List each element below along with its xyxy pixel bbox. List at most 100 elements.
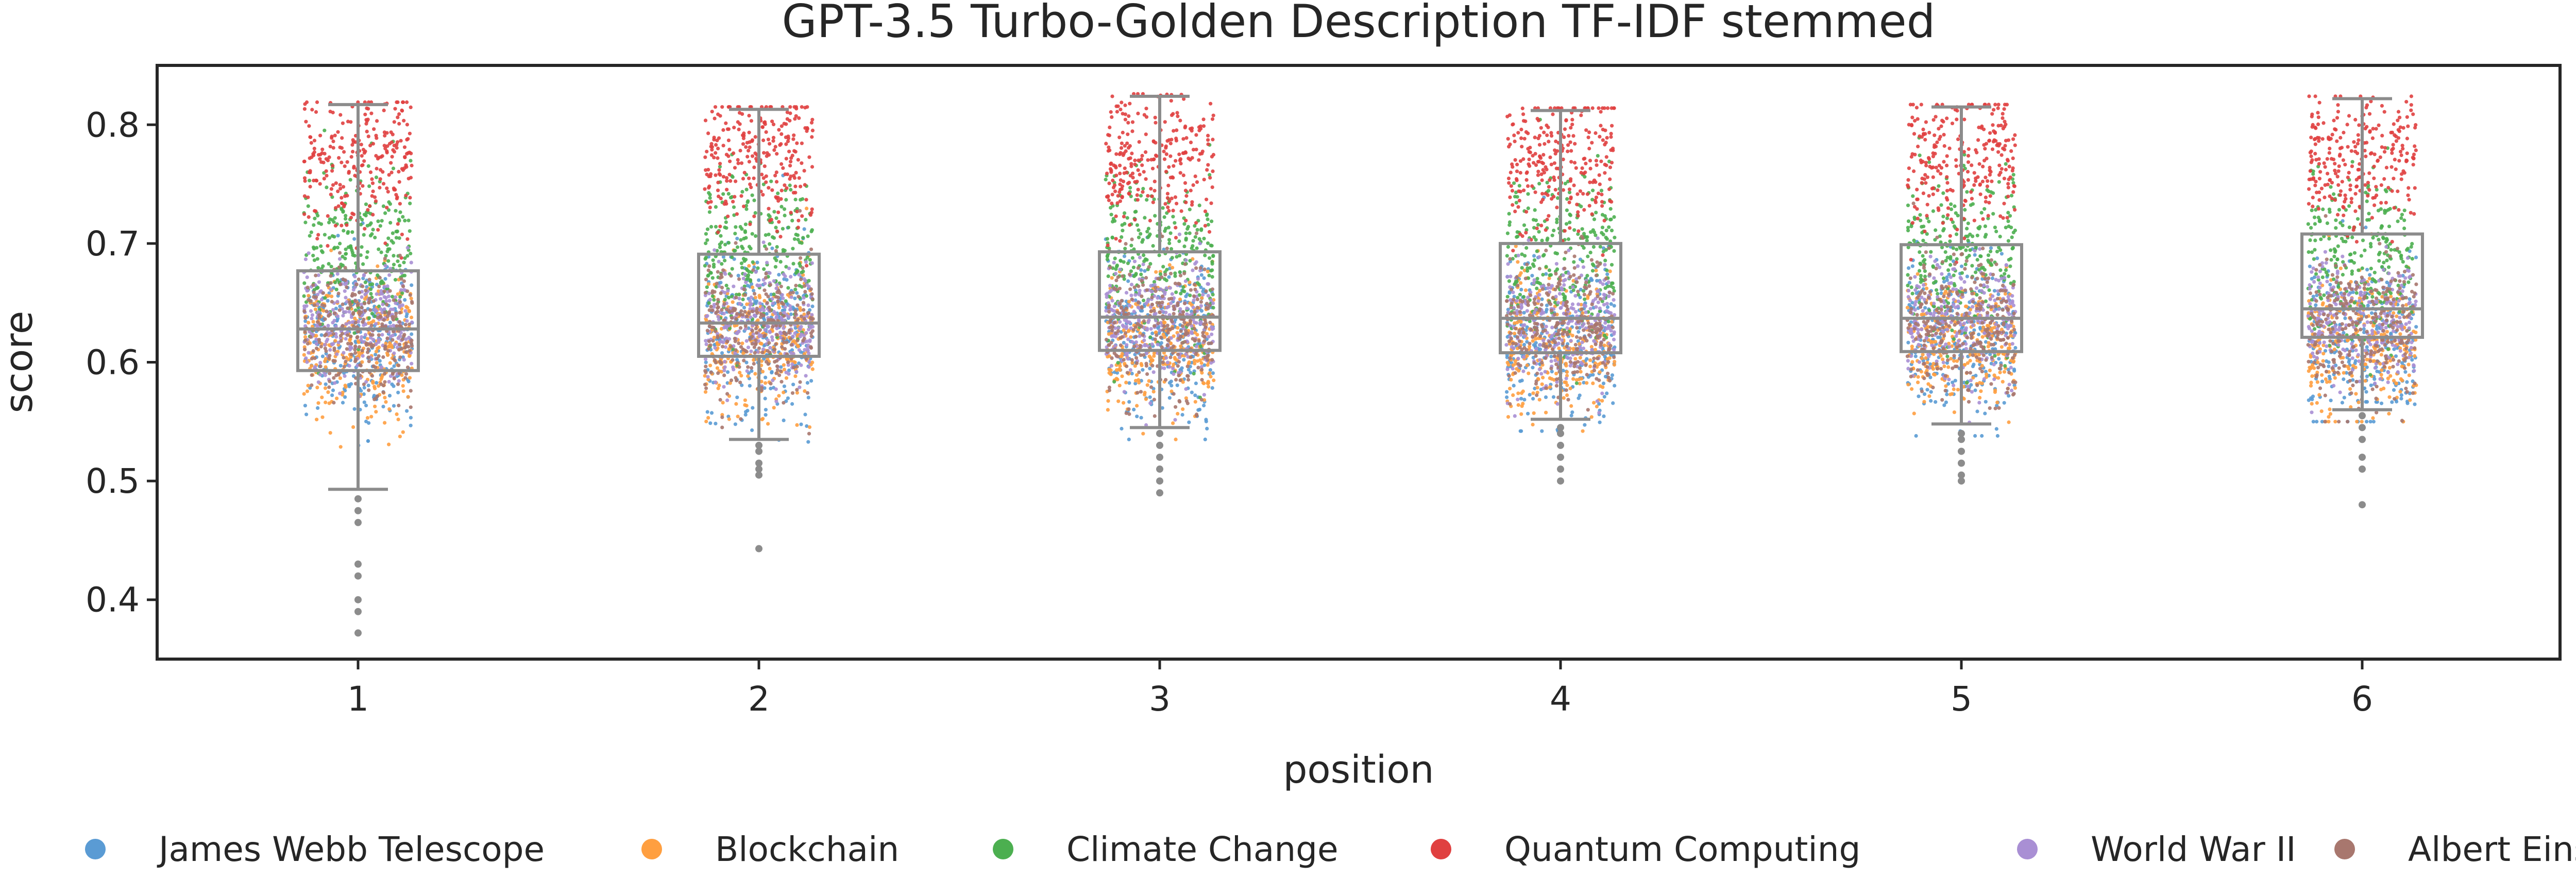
strip-point [810, 117, 815, 122]
strip-point [753, 351, 757, 355]
strip-point [1540, 297, 1544, 301]
strip-point [709, 411, 714, 415]
strip-point [1173, 281, 1177, 286]
strip-point [1176, 411, 1180, 416]
strip-point [1127, 312, 1131, 316]
strip-point [729, 274, 733, 278]
strip-point [1194, 133, 1198, 137]
strip-point [1123, 112, 1127, 116]
strip-point [1106, 149, 1110, 153]
strip-point [725, 179, 729, 183]
strip-point [772, 292, 776, 297]
strip-point [1570, 410, 1574, 415]
strip-point [1151, 200, 1155, 204]
strip-point [1134, 272, 1138, 276]
strip-point [706, 416, 710, 420]
strip-point [1169, 99, 1173, 103]
strip-point [343, 374, 347, 378]
strip-point [764, 375, 768, 379]
strip-point [753, 135, 757, 139]
strip-point [777, 220, 781, 224]
strip-point [1160, 275, 1164, 280]
strip-point [741, 256, 745, 261]
strip-point [398, 305, 402, 309]
strip-point [804, 331, 808, 335]
strip-point [767, 232, 771, 236]
strip-point [1195, 297, 1199, 302]
strip-point [1122, 215, 1126, 219]
strip-point [718, 162, 722, 166]
strip-point [756, 266, 760, 270]
strip-point [715, 366, 719, 370]
strip-point [785, 357, 789, 361]
strip-point [364, 288, 368, 292]
strip-point [405, 312, 409, 316]
strip-point [1112, 261, 1116, 265]
strip-point [723, 225, 727, 230]
strip-point [340, 160, 344, 165]
strip-point [361, 354, 365, 358]
strip-point [395, 100, 399, 105]
strip-point [312, 258, 317, 262]
strip-point [748, 145, 752, 149]
strip-point [363, 308, 367, 313]
strip-point [706, 131, 710, 135]
strip-point [707, 186, 711, 190]
strip-point [798, 284, 802, 288]
strip-point [388, 202, 393, 206]
strip-point [770, 335, 774, 339]
strip-point [1150, 194, 1154, 198]
strip-point [1154, 285, 1158, 289]
strip-point [793, 312, 798, 316]
strip-point [744, 187, 749, 192]
strip-point [307, 124, 311, 128]
strip-point [783, 183, 787, 187]
strip-point [396, 382, 400, 386]
strip-point [342, 356, 346, 360]
strip-point [736, 415, 740, 419]
strip-point [1134, 340, 1138, 344]
strip-point [805, 105, 809, 109]
strip-point [361, 340, 366, 344]
strip-point [1128, 186, 1132, 190]
strip-point [405, 289, 410, 294]
strip-point [409, 261, 413, 265]
strip-point [779, 188, 784, 193]
strip-point [1188, 208, 1192, 212]
strip-point [787, 315, 791, 319]
strip-point [801, 236, 805, 240]
strip-point [1109, 170, 1113, 174]
strip-point [393, 107, 397, 111]
strip-point [365, 337, 369, 341]
strip-point [783, 305, 787, 309]
strip-point [1212, 378, 1216, 383]
strip-point [706, 268, 710, 272]
strip-point [336, 234, 340, 238]
strip-point [1164, 144, 1168, 148]
strip-point [779, 365, 783, 369]
strip-point [754, 331, 758, 335]
strip-point [404, 341, 408, 346]
strip-point [1160, 345, 1164, 349]
strip-point [704, 365, 708, 369]
strip-point [342, 351, 346, 355]
strip-point [1202, 363, 1207, 367]
strip-point [790, 391, 795, 395]
strip-point [311, 283, 315, 287]
strip-point [743, 398, 747, 402]
strip-point [1210, 154, 1214, 159]
strip-point [754, 326, 758, 331]
strip-point [798, 209, 802, 213]
strip-point [782, 340, 786, 344]
strip-point [366, 342, 370, 346]
strip-point [788, 164, 792, 168]
strip-point [306, 285, 310, 290]
strip-point [408, 293, 412, 297]
strip-point [315, 236, 319, 241]
strip-point [797, 176, 801, 180]
strip-point [1115, 110, 1119, 114]
strip-point [771, 325, 775, 329]
strip-point [1181, 173, 1185, 178]
strip-point [766, 137, 770, 142]
